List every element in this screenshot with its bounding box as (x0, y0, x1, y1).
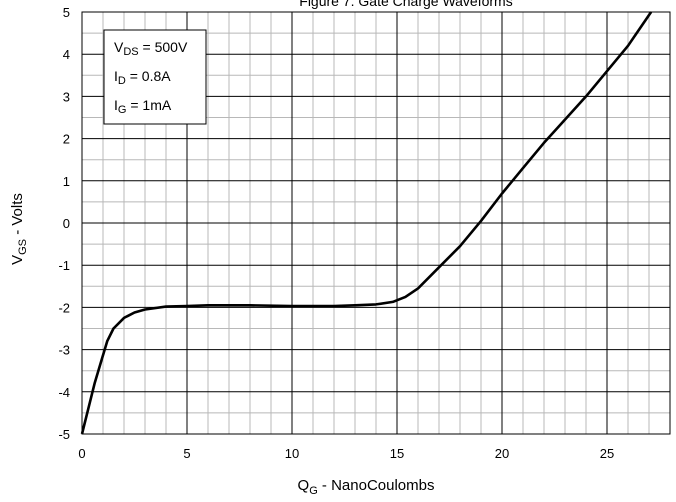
legend-box: VDS = 500V ID = 0.8A IG = 1mA (103, 29, 207, 125)
y-tick-label: 2 (63, 132, 70, 147)
grid-major (82, 12, 670, 434)
y-tick-label: 1 (63, 174, 70, 189)
y-axis-tick-labels: 5 4 3 2 1 0 -1 -2 -3 -4 -5 (58, 5, 70, 442)
chart-title: Figure 7. Gate Charge Waveforms (299, 0, 512, 9)
y-tick-label: 4 (63, 47, 70, 62)
x-tick-label: 25 (600, 446, 614, 461)
legend-entry: VDS = 500V (114, 39, 188, 58)
x-tick-label: 5 (183, 446, 190, 461)
x-axis-title: QG - NanoCoulombs (298, 477, 435, 497)
plot-area-frame (81, 11, 671, 435)
legend-entry: IG = 1mA (114, 97, 172, 116)
legend-frame (103, 29, 207, 125)
legend-entry: ID = 0.8A (114, 68, 171, 87)
y-tick-label: 5 (63, 5, 70, 20)
y-tick-label: -5 (58, 427, 70, 442)
y-tick-label: -1 (58, 258, 70, 273)
x-tick-label: 0 (78, 446, 85, 461)
x-tick-label: 10 (285, 446, 299, 461)
series-curve (80, 11, 653, 435)
x-tick-label: 20 (495, 446, 509, 461)
y-tick-label: 0 (63, 216, 70, 231)
x-axis-tick-labels: 0 5 10 15 20 25 (78, 446, 614, 461)
y-tick-label: -3 (58, 343, 70, 358)
y-tick-label: 3 (63, 89, 70, 104)
y-axis-title: VGS - Volts (9, 193, 29, 265)
y-tick-label: -4 (58, 385, 70, 400)
x-tick-label: 15 (390, 446, 404, 461)
y-tick-label: -2 (58, 300, 70, 315)
